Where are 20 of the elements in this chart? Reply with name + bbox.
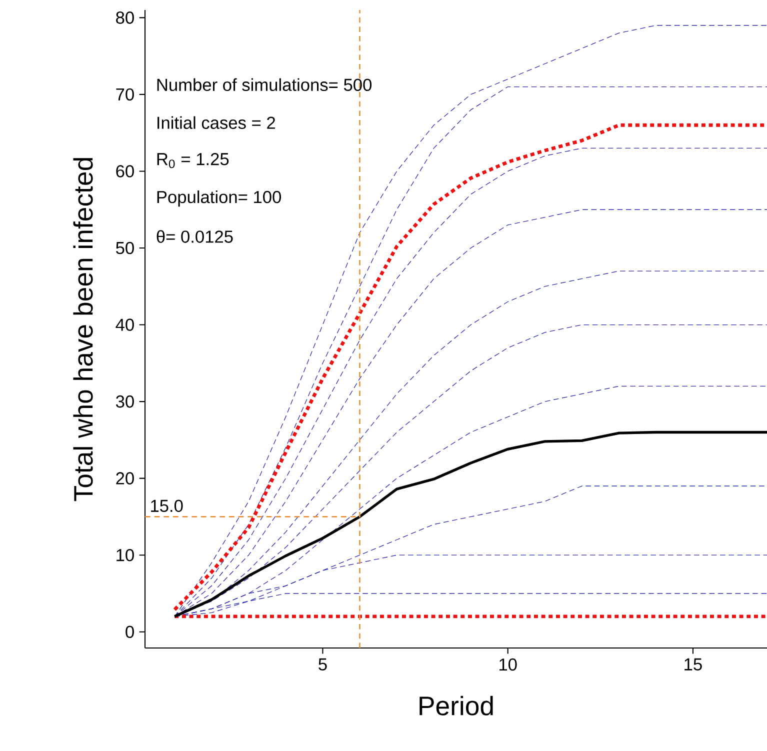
annotation: R$_{0}$ = 1.25 [157, 152, 229, 168]
annotation: Initial cases = 2 [158, 116, 275, 129]
x-tick-label: 10 [500, 658, 517, 671]
y-tick-label: 50 [116, 242, 134, 254]
y-tick-label: 40 [116, 318, 134, 331]
x-axis-title: Period [420, 696, 493, 716]
x-tick-label: 15 [684, 658, 702, 670]
y-tick-label: 0 [126, 626, 134, 638]
y-tick-label: 10 [116, 548, 134, 562]
y-axis-title: Total who have been infected [73, 158, 93, 502]
x-tick-label: 5 [318, 658, 327, 670]
annotation: Number of simulations= 500 [157, 78, 372, 92]
y-tick-label: 80 [116, 12, 134, 24]
y-tick-label: 20 [116, 472, 134, 484]
ref-line-label: 15.0 [151, 500, 183, 512]
y-tick-label: 60 [116, 165, 134, 178]
annotation: θ= 0.0125 [156, 230, 233, 243]
annotation: Population= 100 [157, 190, 281, 207]
y-tick-label: 30 [116, 395, 134, 408]
y-tick-label: 70 [116, 88, 134, 101]
